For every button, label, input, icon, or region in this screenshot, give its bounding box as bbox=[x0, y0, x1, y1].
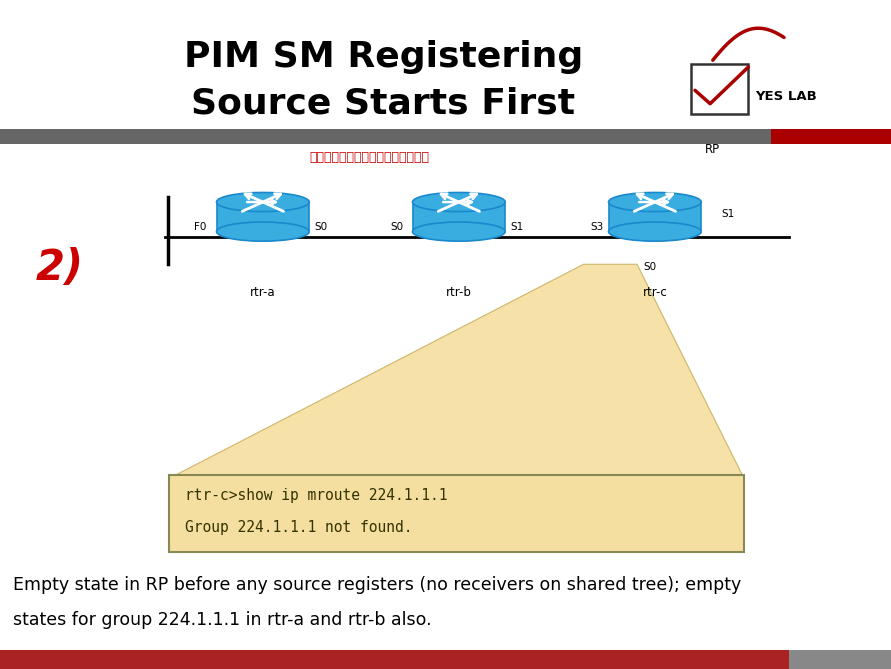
Bar bbox=[609, 200, 701, 231]
Text: rtr-a: rtr-a bbox=[250, 286, 275, 299]
Text: 2): 2) bbox=[36, 247, 84, 288]
Ellipse shape bbox=[413, 222, 505, 241]
Text: RP: RP bbox=[706, 142, 720, 156]
Text: states for group 224.1.1.1 in rtr-a and rtr-b also.: states for group 224.1.1.1 in rtr-a and … bbox=[13, 611, 432, 629]
Bar bbox=[691, 64, 748, 114]
Ellipse shape bbox=[217, 193, 309, 211]
Bar bbox=[789, 650, 891, 669]
Text: F0: F0 bbox=[194, 222, 207, 232]
Text: S0: S0 bbox=[390, 222, 403, 232]
Text: rtr-c: rtr-c bbox=[642, 286, 667, 299]
Text: Source Starts First: Source Starts First bbox=[191, 87, 576, 120]
Text: S0: S0 bbox=[315, 222, 327, 232]
Bar bbox=[771, 129, 891, 144]
Text: PIM SM Registering: PIM SM Registering bbox=[184, 40, 583, 74]
Text: rtr-c>show ip mroute 224.1.1.1: rtr-c>show ip mroute 224.1.1.1 bbox=[185, 488, 448, 503]
Text: S1: S1 bbox=[722, 209, 735, 219]
Text: Empty state in RP before any source registers (no receivers on shared tree); emp: Empty state in RP before any source regi… bbox=[13, 577, 741, 594]
Ellipse shape bbox=[413, 193, 505, 211]
Bar bbox=[217, 200, 309, 231]
Text: 现有组播源，后形成共享树的情况。: 现有组播源，后形成共享树的情况。 bbox=[310, 151, 429, 164]
Text: S3: S3 bbox=[591, 222, 603, 232]
Bar bbox=[0, 650, 789, 669]
Bar bbox=[413, 200, 505, 231]
Text: S1: S1 bbox=[511, 222, 523, 232]
Text: YES LAB: YES LAB bbox=[756, 90, 817, 102]
Ellipse shape bbox=[609, 193, 701, 211]
Text: Group 224.1.1.1 not found.: Group 224.1.1.1 not found. bbox=[185, 520, 413, 535]
Text: rtr-b: rtr-b bbox=[446, 286, 472, 299]
Bar bbox=[169, 475, 744, 552]
Ellipse shape bbox=[609, 222, 701, 241]
Text: S0: S0 bbox=[644, 262, 657, 272]
Polygon shape bbox=[169, 264, 744, 478]
Bar bbox=[0, 129, 891, 144]
Ellipse shape bbox=[217, 222, 309, 241]
